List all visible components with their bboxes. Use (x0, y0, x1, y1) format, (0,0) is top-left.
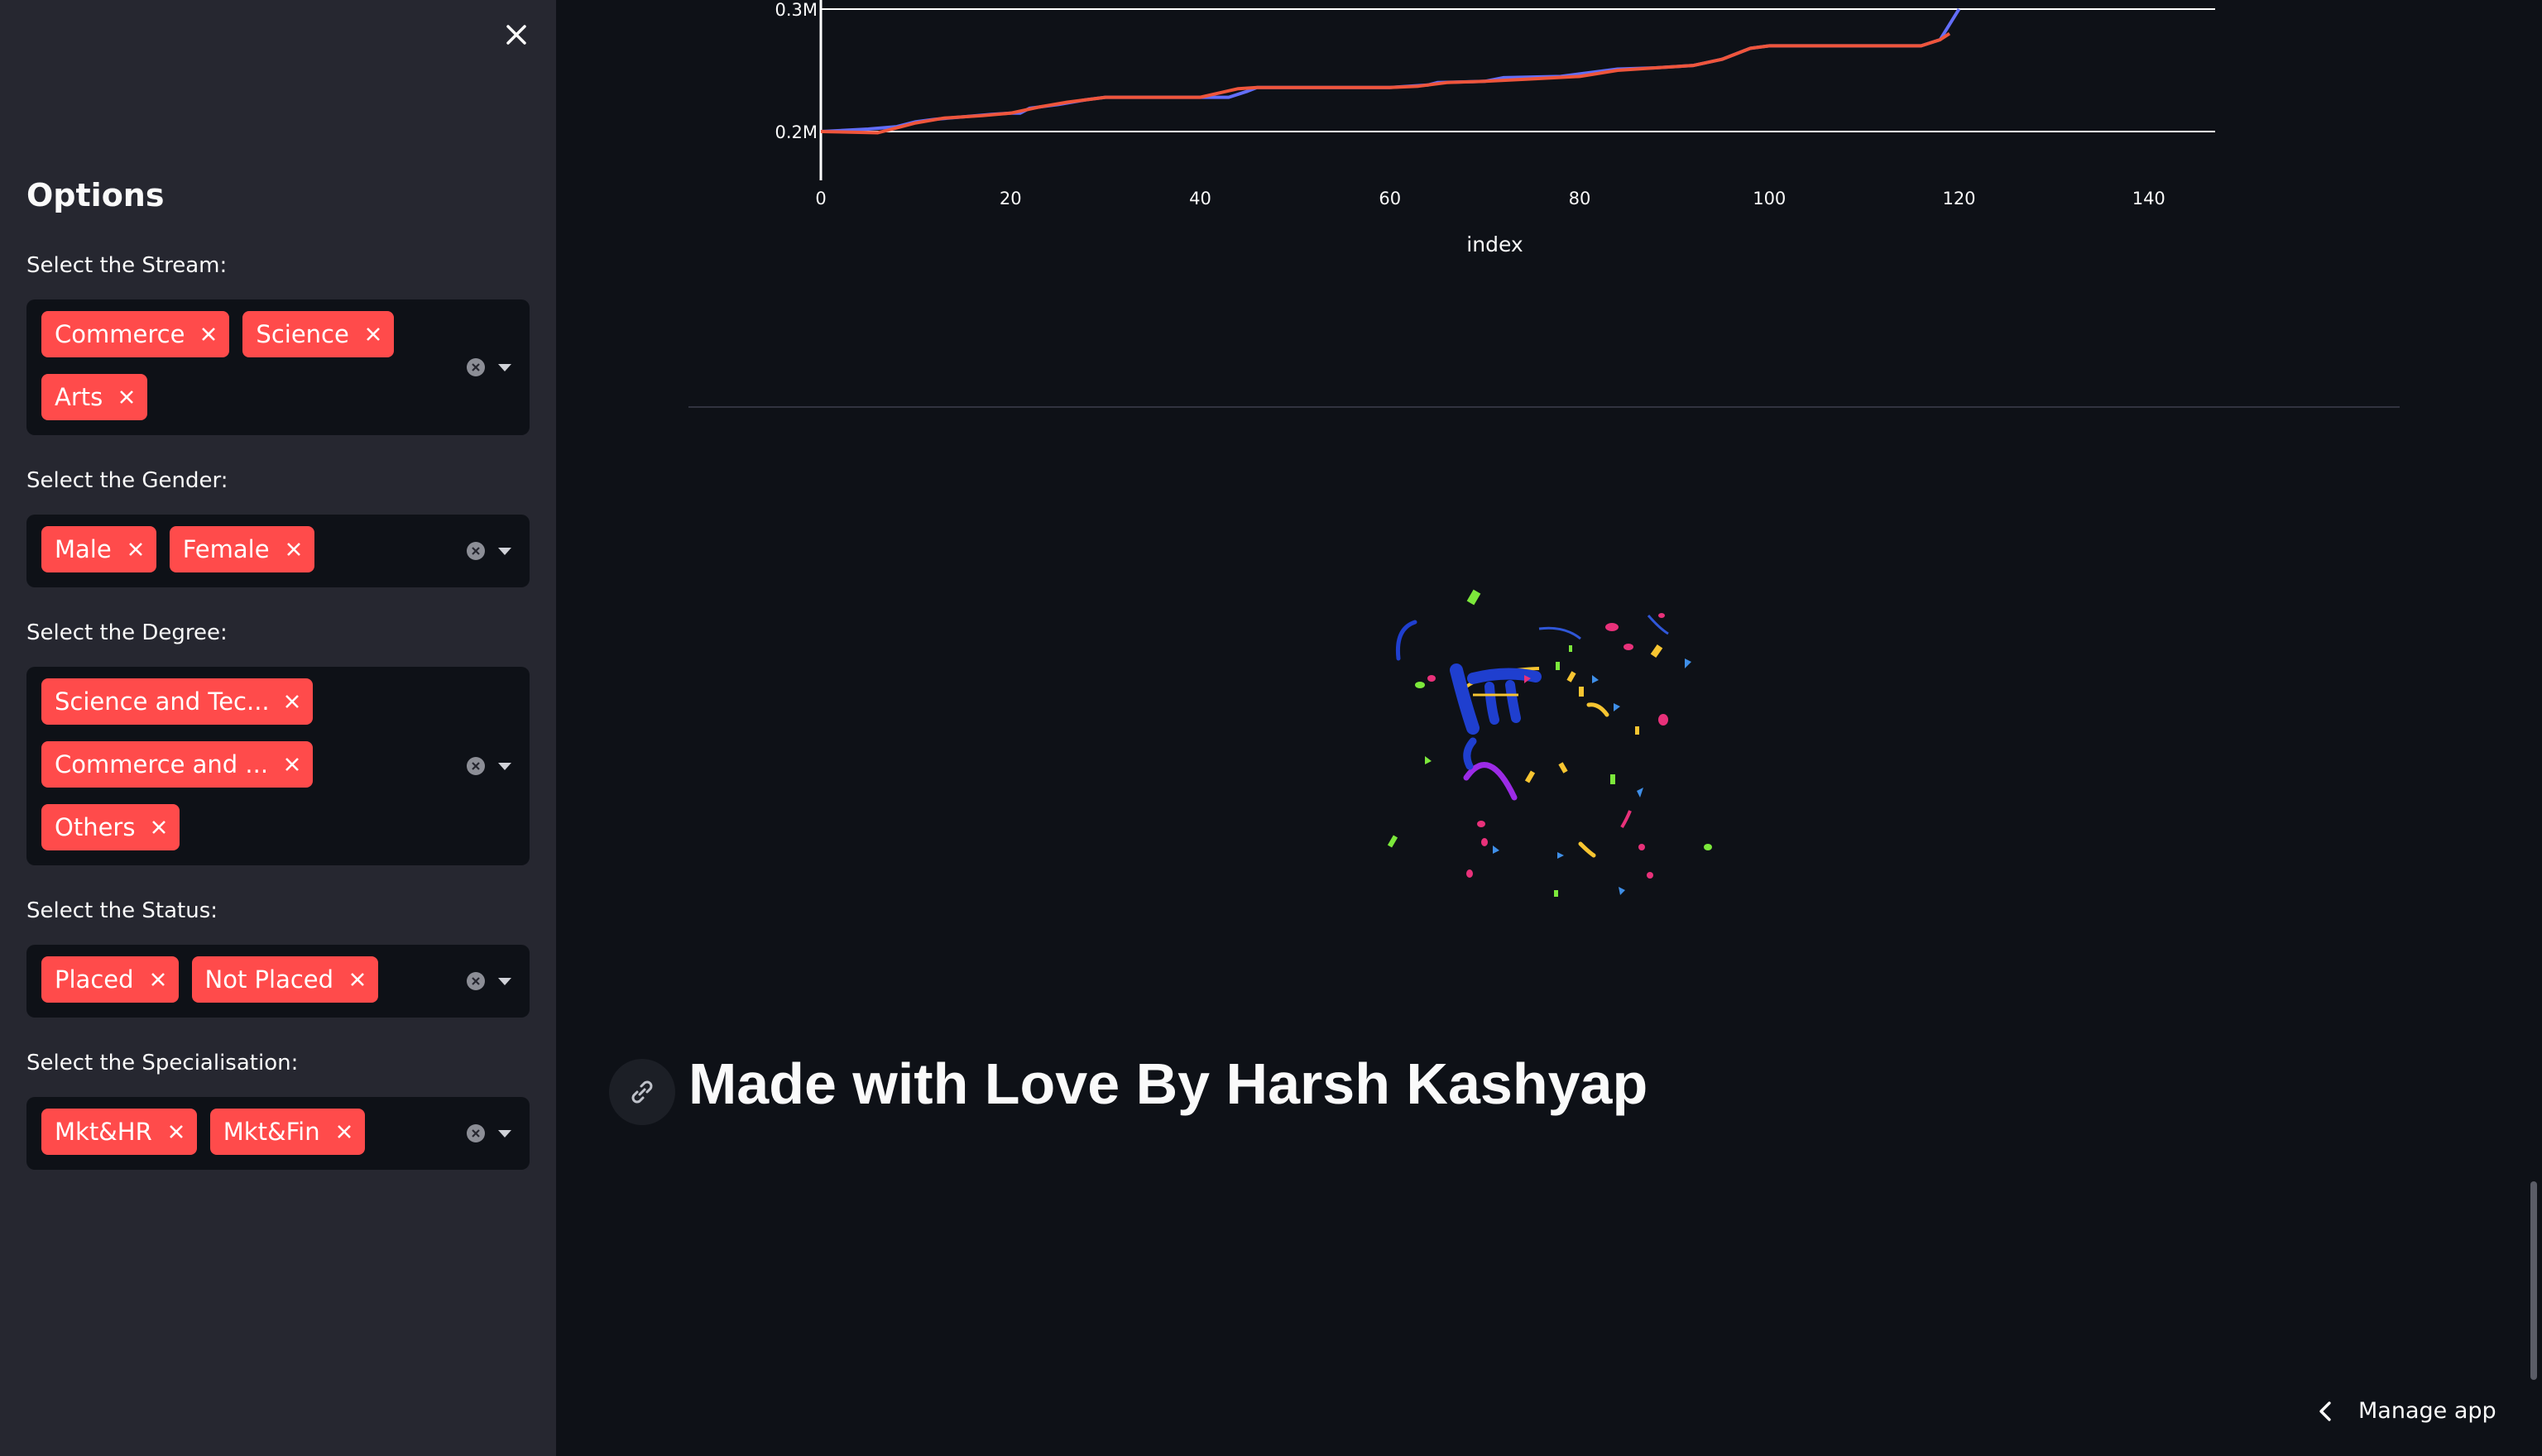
chevron-down-icon[interactable] (498, 762, 511, 770)
remove-chip-icon[interactable] (150, 818, 168, 836)
remove-chip-icon[interactable] (364, 325, 382, 343)
remove-chip-icon[interactable] (283, 692, 301, 711)
chip-label: Not Placed (204, 965, 334, 994)
clear-all-icon[interactable] (467, 542, 485, 560)
x-tick-label: 20 (1000, 189, 1022, 208)
sidebar: Options Select the Stream: Commerce Scie… (0, 0, 556, 1456)
chevron-down-icon[interactable] (498, 1129, 511, 1138)
chip-label: Placed (55, 965, 134, 994)
chip-commerce-and-mgmt: Commerce and ... (41, 741, 313, 788)
line-chart[interactable]: 0.2M 0.3M 0 20 40 60 80 100 120 140 inde… (556, 0, 2542, 281)
remove-chip-icon[interactable] (118, 388, 136, 406)
manage-app-button[interactable]: Manage app (2317, 1398, 2496, 1424)
multiselect-controls (467, 542, 511, 560)
x-tick-label: 120 (1942, 189, 1975, 208)
remove-chip-icon[interactable] (149, 970, 167, 989)
x-axis-title: index (1466, 232, 1523, 256)
remove-chip-icon[interactable] (283, 755, 301, 774)
degree-multiselect[interactable]: Science and Tec... Commerce and ... Othe… (26, 667, 530, 865)
remove-chip-icon[interactable] (285, 540, 303, 558)
chip-male: Male (41, 526, 156, 572)
chart-tick-labels: 0.2M 0.3M 0 20 40 60 80 100 120 140 (775, 0, 2165, 208)
x-tick-label: 140 (2132, 189, 2165, 208)
multiselect-controls (467, 358, 511, 376)
multiselect-controls (467, 1124, 511, 1142)
clear-all-icon[interactable] (467, 1124, 485, 1142)
x-tick-label: 0 (815, 189, 826, 208)
remove-chip-icon[interactable] (335, 1123, 353, 1141)
chart-series (820, 7, 1961, 135)
x-tick-label: 40 (1189, 189, 1211, 208)
remove-chip-icon[interactable] (348, 970, 367, 989)
specialisation-multiselect[interactable]: Mkt&HR Mkt&Fin (26, 1097, 530, 1170)
chip-label: Mkt&HR (55, 1118, 152, 1146)
scrollbar-thumb[interactable] (2530, 1181, 2537, 1380)
y-tick-label: 0.2M (775, 122, 818, 142)
chip-label: Female (182, 535, 270, 563)
page-footer-heading: Made with Love By Harsh Kashyap (688, 1051, 1648, 1116)
chip-mkt-hr: Mkt&HR (41, 1109, 197, 1155)
clear-all-icon[interactable] (467, 358, 485, 376)
close-icon (506, 25, 526, 45)
stream-multiselect[interactable]: Commerce Science Arts (26, 299, 530, 435)
chip-others: Others (41, 804, 180, 850)
gender-label: Select the Gender: (26, 468, 228, 493)
gender-multiselect[interactable]: Male Female (26, 515, 530, 587)
chip-commerce: Commerce (41, 311, 230, 357)
chip-placed: Placed (41, 956, 179, 1003)
chip-science: Science (242, 311, 394, 357)
chip-not-placed: Not Placed (191, 956, 379, 1003)
chip-label: Science (256, 320, 349, 348)
y-tick-label: 0.3M (775, 0, 818, 20)
chart-gridlines (821, 8, 2215, 132)
degree-label: Select the Degree: (26, 620, 228, 645)
x-tick-label: 80 (1569, 189, 1591, 208)
sidebar-title: Options (26, 177, 165, 213)
multiselect-controls (467, 972, 511, 990)
link-icon (631, 1080, 653, 1104)
status-label: Select the Status: (26, 898, 218, 923)
chip-label: Arts (55, 383, 103, 411)
clear-all-icon[interactable] (467, 757, 485, 775)
close-sidebar-button[interactable] (498, 17, 535, 53)
x-tick-label: 100 (1753, 189, 1786, 208)
chevron-down-icon[interactable] (498, 547, 511, 555)
remove-chip-icon[interactable] (167, 1123, 185, 1141)
chip-female: Female (169, 526, 314, 572)
chevron-down-icon[interactable] (498, 363, 511, 371)
remove-chip-icon[interactable] (127, 540, 145, 558)
confetti-animation (1387, 589, 1712, 897)
status-multiselect[interactable]: Placed Not Placed (26, 945, 530, 1018)
chevron-down-icon[interactable] (498, 977, 511, 985)
multiselect-controls (467, 757, 511, 775)
x-tick-label: 60 (1379, 189, 1401, 208)
series-line-red (820, 31, 1951, 135)
chip-label: Science and Tec... (55, 687, 268, 716)
chip-label: Mkt&Fin (223, 1118, 320, 1146)
heading-anchor-link[interactable] (609, 1059, 675, 1125)
manage-app-label: Manage app (2358, 1398, 2496, 1424)
remove-chip-icon[interactable] (199, 325, 218, 343)
section-divider (688, 406, 2400, 408)
chip-science-and-tech: Science and Tec... (41, 678, 313, 725)
chip-label: Commerce (55, 320, 185, 348)
stream-label: Select the Stream: (26, 253, 228, 278)
specialisation-label: Select the Specialisation: (26, 1051, 299, 1075)
clear-all-icon[interactable] (467, 972, 485, 990)
chip-label: Commerce and ... (55, 750, 268, 778)
chip-arts: Arts (41, 374, 148, 420)
chevron-left-icon (2319, 1401, 2331, 1421)
chip-mkt-fin: Mkt&Fin (209, 1109, 365, 1155)
chip-label: Male (55, 535, 112, 563)
chip-label: Others (55, 813, 136, 841)
